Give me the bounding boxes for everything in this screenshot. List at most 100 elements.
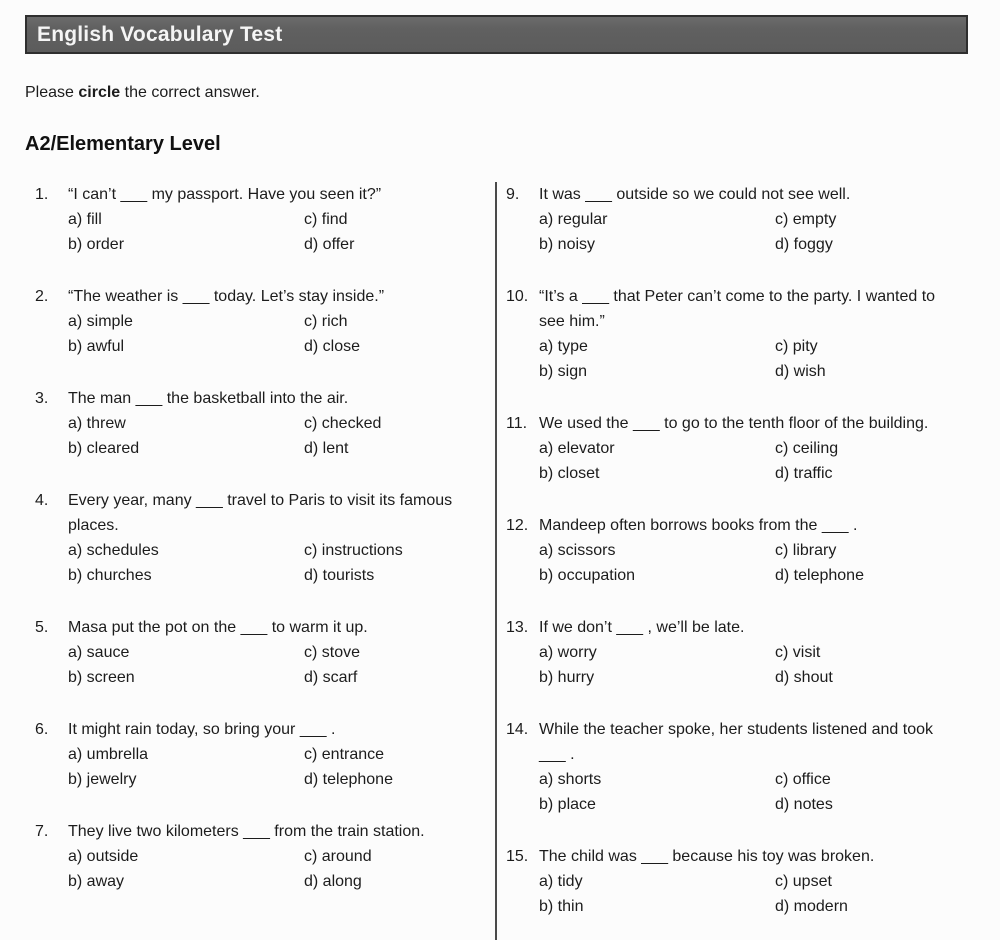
instruction-text: Please circle the correct answer. xyxy=(25,84,1000,102)
question-body: It might rain today, so bring your ___ .… xyxy=(68,717,478,792)
question-stem: While the teacher spoke, her students li… xyxy=(539,721,934,763)
question-number: 9. xyxy=(506,186,520,203)
question-options: a) regular c) empty b) noisy d) foggy xyxy=(539,207,947,257)
option-c: c) office xyxy=(775,771,831,788)
question: 10. “It’s a ___ that Peter can’t come to … xyxy=(506,284,998,384)
option-b: b) screen xyxy=(68,669,135,686)
question-body: They live two kilometers ___ from the tr… xyxy=(68,819,478,894)
option-c: c) ceiling xyxy=(775,440,839,457)
question-options: a) umbrella c) entrance b) jewelry d) telep… xyxy=(68,742,478,792)
question-number: 6. xyxy=(35,721,49,738)
option-a: a) umbrella xyxy=(68,746,149,763)
option-a: a) regular xyxy=(539,211,608,228)
option-a: a) shorts xyxy=(539,771,602,788)
question-number: 11. xyxy=(506,415,528,432)
question: 13. If we don’t ___ , we’ll be late. a) wo… xyxy=(506,615,998,690)
option-b: b) churches xyxy=(68,567,152,584)
document-title-bar: English Vocabulary Test xyxy=(25,15,968,54)
instruction-suffix: the correct answer. xyxy=(120,84,260,101)
question-stem: Mandeep often borrows books from the ___… xyxy=(539,517,858,534)
question-number: 10. xyxy=(506,288,529,305)
question-number: 13. xyxy=(506,619,529,636)
question-stem: It might rain today, so bring your ___ . xyxy=(68,721,336,738)
option-c: c) visit xyxy=(775,644,821,661)
option-a: a) simple xyxy=(68,313,133,330)
question: 3. The man ___ the basketball into the ai… xyxy=(35,386,495,461)
question-columns: 1. “I can’t ___ my passport. Have you see… xyxy=(0,182,1000,940)
option-c: c) around xyxy=(304,848,372,865)
question-body: We used the ___ to go to the tenth floor… xyxy=(539,411,947,486)
option-a: a) tidy xyxy=(539,873,583,890)
question-stem: “It’s a ___ that Peter can’t come to the… xyxy=(539,288,936,330)
question: 6. It might rain today, so bring your ___… xyxy=(35,717,495,792)
option-d: d) shout xyxy=(775,669,833,686)
question-body: “It’s a ___ that Peter can’t come to the… xyxy=(539,284,947,384)
option-c: c) rich xyxy=(304,313,348,330)
option-b: b) away xyxy=(68,873,125,890)
option-c: c) entrance xyxy=(304,746,385,763)
question-stem: They live two kilometers ___ from the tr… xyxy=(68,823,425,840)
page-title: English Vocabulary Test xyxy=(37,22,283,46)
question-options: a) threw c) checked b) cleared d) lent xyxy=(68,411,478,461)
question-body: Mandeep often borrows books from the ___… xyxy=(539,513,947,588)
question-body: “I can’t ___ my passport. Have you seen … xyxy=(68,182,478,257)
option-d: d) along xyxy=(304,873,362,890)
question-number: 4. xyxy=(35,492,49,509)
option-a: a) outside xyxy=(68,848,139,865)
option-b: b) noisy xyxy=(539,236,596,253)
option-c: c) upset xyxy=(775,873,832,890)
question-stem: If we don’t ___ , we’ll be late. xyxy=(539,619,745,636)
question-number: 1. xyxy=(35,186,49,203)
option-d: d) foggy xyxy=(775,236,833,253)
option-a: a) elevator xyxy=(539,440,615,457)
question-options: a) scissors c) library b) occupation d) tel… xyxy=(539,538,947,588)
question-body: The man ___ the basketball into the air.… xyxy=(68,386,478,461)
section-heading: A2/Elementary Level xyxy=(25,133,221,155)
option-c: c) library xyxy=(775,542,837,559)
option-c: c) instructions xyxy=(304,542,403,559)
question-stem: It was ___ outside so we could not see w… xyxy=(539,186,851,203)
option-b: b) sign xyxy=(539,363,588,380)
option-d: d) close xyxy=(304,338,361,355)
option-d: d) tourists xyxy=(304,567,375,584)
question-number: 7. xyxy=(35,823,49,840)
question-number: 14. xyxy=(506,721,529,738)
option-d: d) lent xyxy=(304,440,349,457)
option-b: b) cleared xyxy=(68,440,140,457)
option-d: d) scarf xyxy=(304,669,358,686)
questions-column-right: 9. It was ___ outside so we could not see… xyxy=(497,182,998,940)
question-number: 3. xyxy=(35,390,49,407)
option-a: a) worry xyxy=(539,644,597,661)
question-options: a) outside c) around b) away d) along xyxy=(68,844,478,894)
question-options: a) simple c) rich b) awful d) close xyxy=(68,309,478,359)
option-c: c) pity xyxy=(775,338,818,355)
question-stem: We used the ___ to go to the tenth floor… xyxy=(539,415,929,432)
question: 1. “I can’t ___ my passport. Have you see… xyxy=(35,182,495,257)
question-stem: The child was ___ because his toy was br… xyxy=(539,848,875,865)
question: 15. The child was ___ because his toy was… xyxy=(506,844,998,919)
question-number: 5. xyxy=(35,619,49,636)
question-options: a) shorts c) office b) place d) notes xyxy=(539,767,947,817)
question-number: 12. xyxy=(506,517,529,534)
question-stem: The man ___ the basketball into the air. xyxy=(68,390,349,407)
question: 11. We used the ___ to go to the tenth fl… xyxy=(506,411,998,486)
instruction-prefix: Please xyxy=(25,84,79,101)
option-a: a) schedules xyxy=(68,542,159,559)
option-d: d) wish xyxy=(775,363,826,380)
question-options: a) fill c) find b) order d) offer xyxy=(68,207,478,257)
question-stem: “I can’t ___ my passport. Have you seen … xyxy=(68,186,382,203)
option-b: b) place xyxy=(539,796,596,813)
question-options: a) worry c) visit b) hurry d) shout xyxy=(539,640,947,690)
question-number: 15. xyxy=(506,848,529,865)
option-b: b) order xyxy=(68,236,125,253)
question: 14. While the teacher spoke, her students… xyxy=(506,717,998,817)
option-c: c) find xyxy=(304,211,348,228)
question-body: While the teacher spoke, her students li… xyxy=(539,717,947,817)
question-options: a) sauce c) stove b) screen d) scarf xyxy=(68,640,478,690)
option-b: b) jewelry xyxy=(68,771,137,788)
option-d: d) notes xyxy=(775,796,833,813)
option-d: d) traffic xyxy=(775,465,833,482)
option-b: b) awful xyxy=(68,338,125,355)
question-options: a) schedules c) instructions b) churches d)… xyxy=(68,538,478,588)
option-c: c) checked xyxy=(304,415,382,432)
